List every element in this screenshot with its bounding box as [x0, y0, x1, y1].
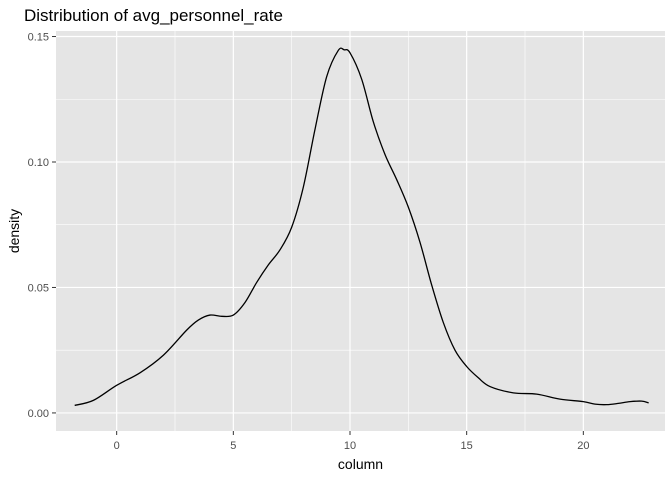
x-tick-label: 10	[344, 440, 356, 452]
x-axis-title: column	[338, 456, 383, 472]
plot-panel	[56, 31, 665, 431]
density-curve	[74, 47, 649, 407]
x-tick-label: 20	[577, 440, 589, 452]
grid-lines	[56, 31, 665, 431]
y-tick-label: 0.15	[28, 32, 49, 44]
x-tick-label: 5	[230, 440, 236, 452]
y-axis-title: density	[6, 209, 22, 253]
y-axis-ticks: 0.00 0.05 0.10 0.15	[28, 32, 56, 420]
y-tick-label: 0.05	[28, 282, 49, 294]
x-tick-label: 0	[114, 440, 120, 452]
y-tick-label: 0.10	[28, 157, 49, 169]
x-tick-label: 15	[461, 440, 473, 452]
chart-title: Distribution of avg_personnel_rate	[24, 6, 283, 25]
x-axis-ticks: 0 5 10 15 20	[114, 431, 589, 452]
y-tick-label: 0.00	[28, 408, 49, 420]
